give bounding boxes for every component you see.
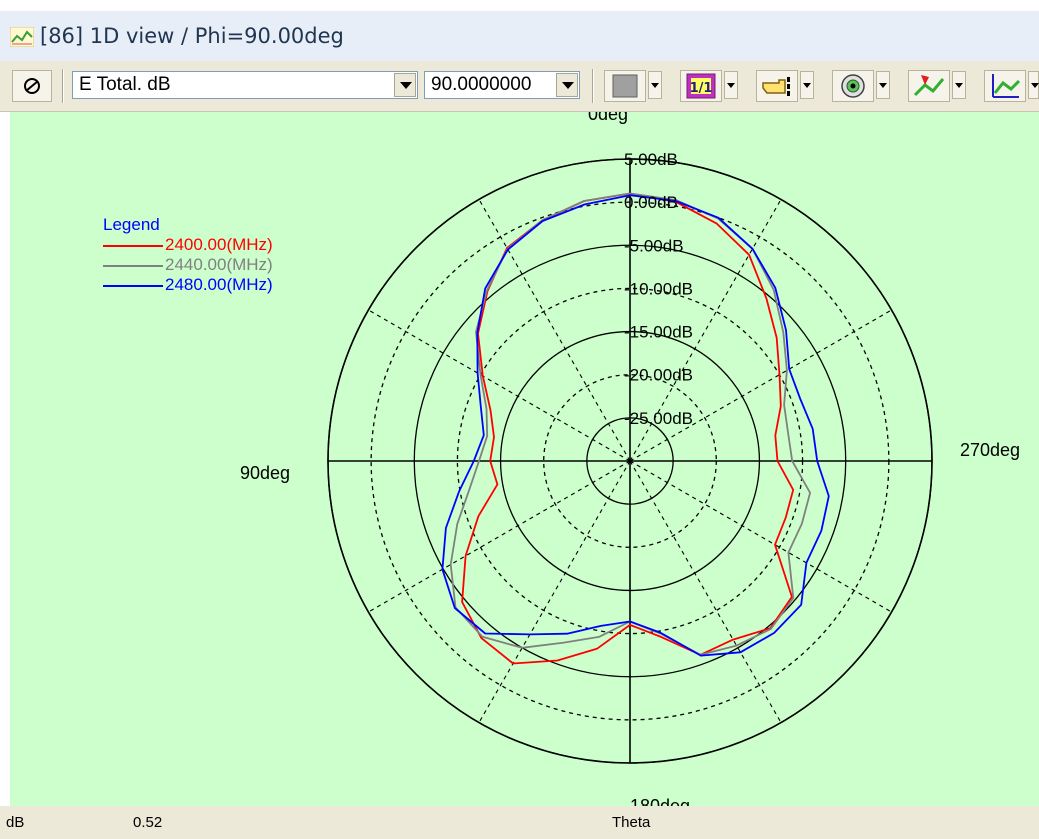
- legend-swatch: [103, 265, 163, 267]
- angle-label-top: 0deg: [588, 112, 628, 124]
- grid-spoke: [629, 309, 892, 462]
- angle-label-left: 90deg: [240, 463, 290, 483]
- grid-spoke: [368, 309, 631, 462]
- grid-spoke: [368, 460, 631, 613]
- angle-select-value: 90.0000000: [431, 74, 532, 95]
- quantity-select-value: E Total. dB: [79, 74, 171, 95]
- zoom-dropdown-icon[interactable]: [724, 71, 738, 99]
- angle-label-bottom: 180deg: [630, 796, 690, 806]
- axis-curve-dropdown-icon[interactable]: [1028, 71, 1039, 99]
- grid-spoke: [478, 199, 631, 462]
- square-icon: [612, 74, 638, 98]
- quantity-select-dropdown-icon[interactable]: [394, 73, 416, 97]
- color-square-button[interactable]: [604, 70, 646, 102]
- grid-spoke: [629, 460, 782, 723]
- eye-target-icon: [841, 74, 865, 98]
- status-value: 0.52: [133, 814, 163, 831]
- radial-tick-label: -5.00dB: [624, 236, 684, 255]
- view-target-dropdown-icon[interactable]: [876, 71, 890, 99]
- curve-arrow-dropdown-icon[interactable]: [952, 71, 966, 99]
- chart-window-icon: [10, 27, 34, 47]
- rotate-icon: [24, 78, 40, 94]
- status-unit: dB: [6, 814, 25, 831]
- color-square-dropdown-icon[interactable]: [648, 71, 662, 99]
- angle-select[interactable]: 90.0000000: [424, 71, 580, 99]
- toolbar: E Total. dB 90.0000000 1/1: [0, 61, 1039, 112]
- grid-spoke: [629, 460, 892, 613]
- polar-chart: 5.00dB 0.00dB -5.00dB -10.00dB -15.00dB -20.0…: [240, 112, 1020, 806]
- pointer-button[interactable]: [756, 70, 798, 102]
- radial-tick-label: -10.00dB: [624, 279, 693, 298]
- view-target-button[interactable]: [832, 70, 874, 102]
- rotate-button[interactable]: [12, 70, 52, 102]
- toolbar-separator: [592, 69, 594, 103]
- label-layer: 5.00dB 0.00dB -5.00dB -10.00dB -15.00dB -20.0…: [240, 112, 1020, 806]
- arrow-curve-icon: [913, 75, 945, 97]
- pointer-dropdown-icon[interactable]: [800, 71, 814, 99]
- legend-swatch: [103, 245, 163, 247]
- radial-tick-label: 5.00dB: [624, 150, 678, 169]
- grid-spoke: [478, 460, 631, 723]
- series-line: [441, 194, 830, 657]
- curve-arrow-button[interactable]: [908, 70, 950, 102]
- legend: Legend 2400.00(MHz) 2440.00(MHz) 2480.00…: [103, 215, 273, 295]
- legend-label: 2480.00(MHz): [165, 275, 273, 294]
- legend-label: 2440.00(MHz): [165, 255, 273, 274]
- series-layer: [441, 192, 830, 665]
- legend-item: 2440.00(MHz): [103, 255, 273, 275]
- toolbar-separator: [62, 69, 64, 103]
- radial-tick-label: -15.00dB: [624, 323, 693, 342]
- zoom-label: 1/1: [690, 81, 713, 96]
- plot-area[interactable]: 5.00dB 0.00dB -5.00dB -10.00dB -15.00dB -20.0…: [10, 112, 1039, 806]
- legend-swatch: [103, 285, 163, 287]
- legend-title: Legend: [103, 215, 160, 234]
- legend-label: 2400.00(MHz): [165, 235, 273, 254]
- status-axis: Theta: [612, 814, 651, 831]
- legend-item: 2480.00(MHz): [103, 275, 273, 295]
- grid-spoke: [629, 199, 782, 462]
- radial-tick-label: -20.00dB: [624, 366, 693, 385]
- zoom-1-1-icon: 1/1: [686, 73, 716, 99]
- status-bar: dB 0.52 Theta: [0, 806, 1039, 839]
- radial-tick-label: -25.00dB: [624, 409, 693, 428]
- pointer-hand-icon: [762, 77, 790, 96]
- title-bar[interactable]: [86] 1D view / Phi=90.00deg: [0, 11, 1039, 61]
- zoom-button[interactable]: 1/1: [680, 70, 722, 102]
- angle-label-right: 270deg: [960, 440, 1020, 460]
- angle-select-dropdown-icon[interactable]: [556, 73, 578, 97]
- series-line: [461, 192, 795, 665]
- axis-curve-button[interactable]: [984, 70, 1026, 102]
- axis-curve-icon: [992, 74, 1021, 98]
- window-title: [86] 1D view / Phi=90.00deg: [40, 24, 344, 48]
- radial-tick-label: 0.00dB: [624, 193, 678, 212]
- legend-item: 2400.00(MHz): [103, 235, 273, 255]
- quantity-select[interactable]: E Total. dB: [72, 71, 418, 99]
